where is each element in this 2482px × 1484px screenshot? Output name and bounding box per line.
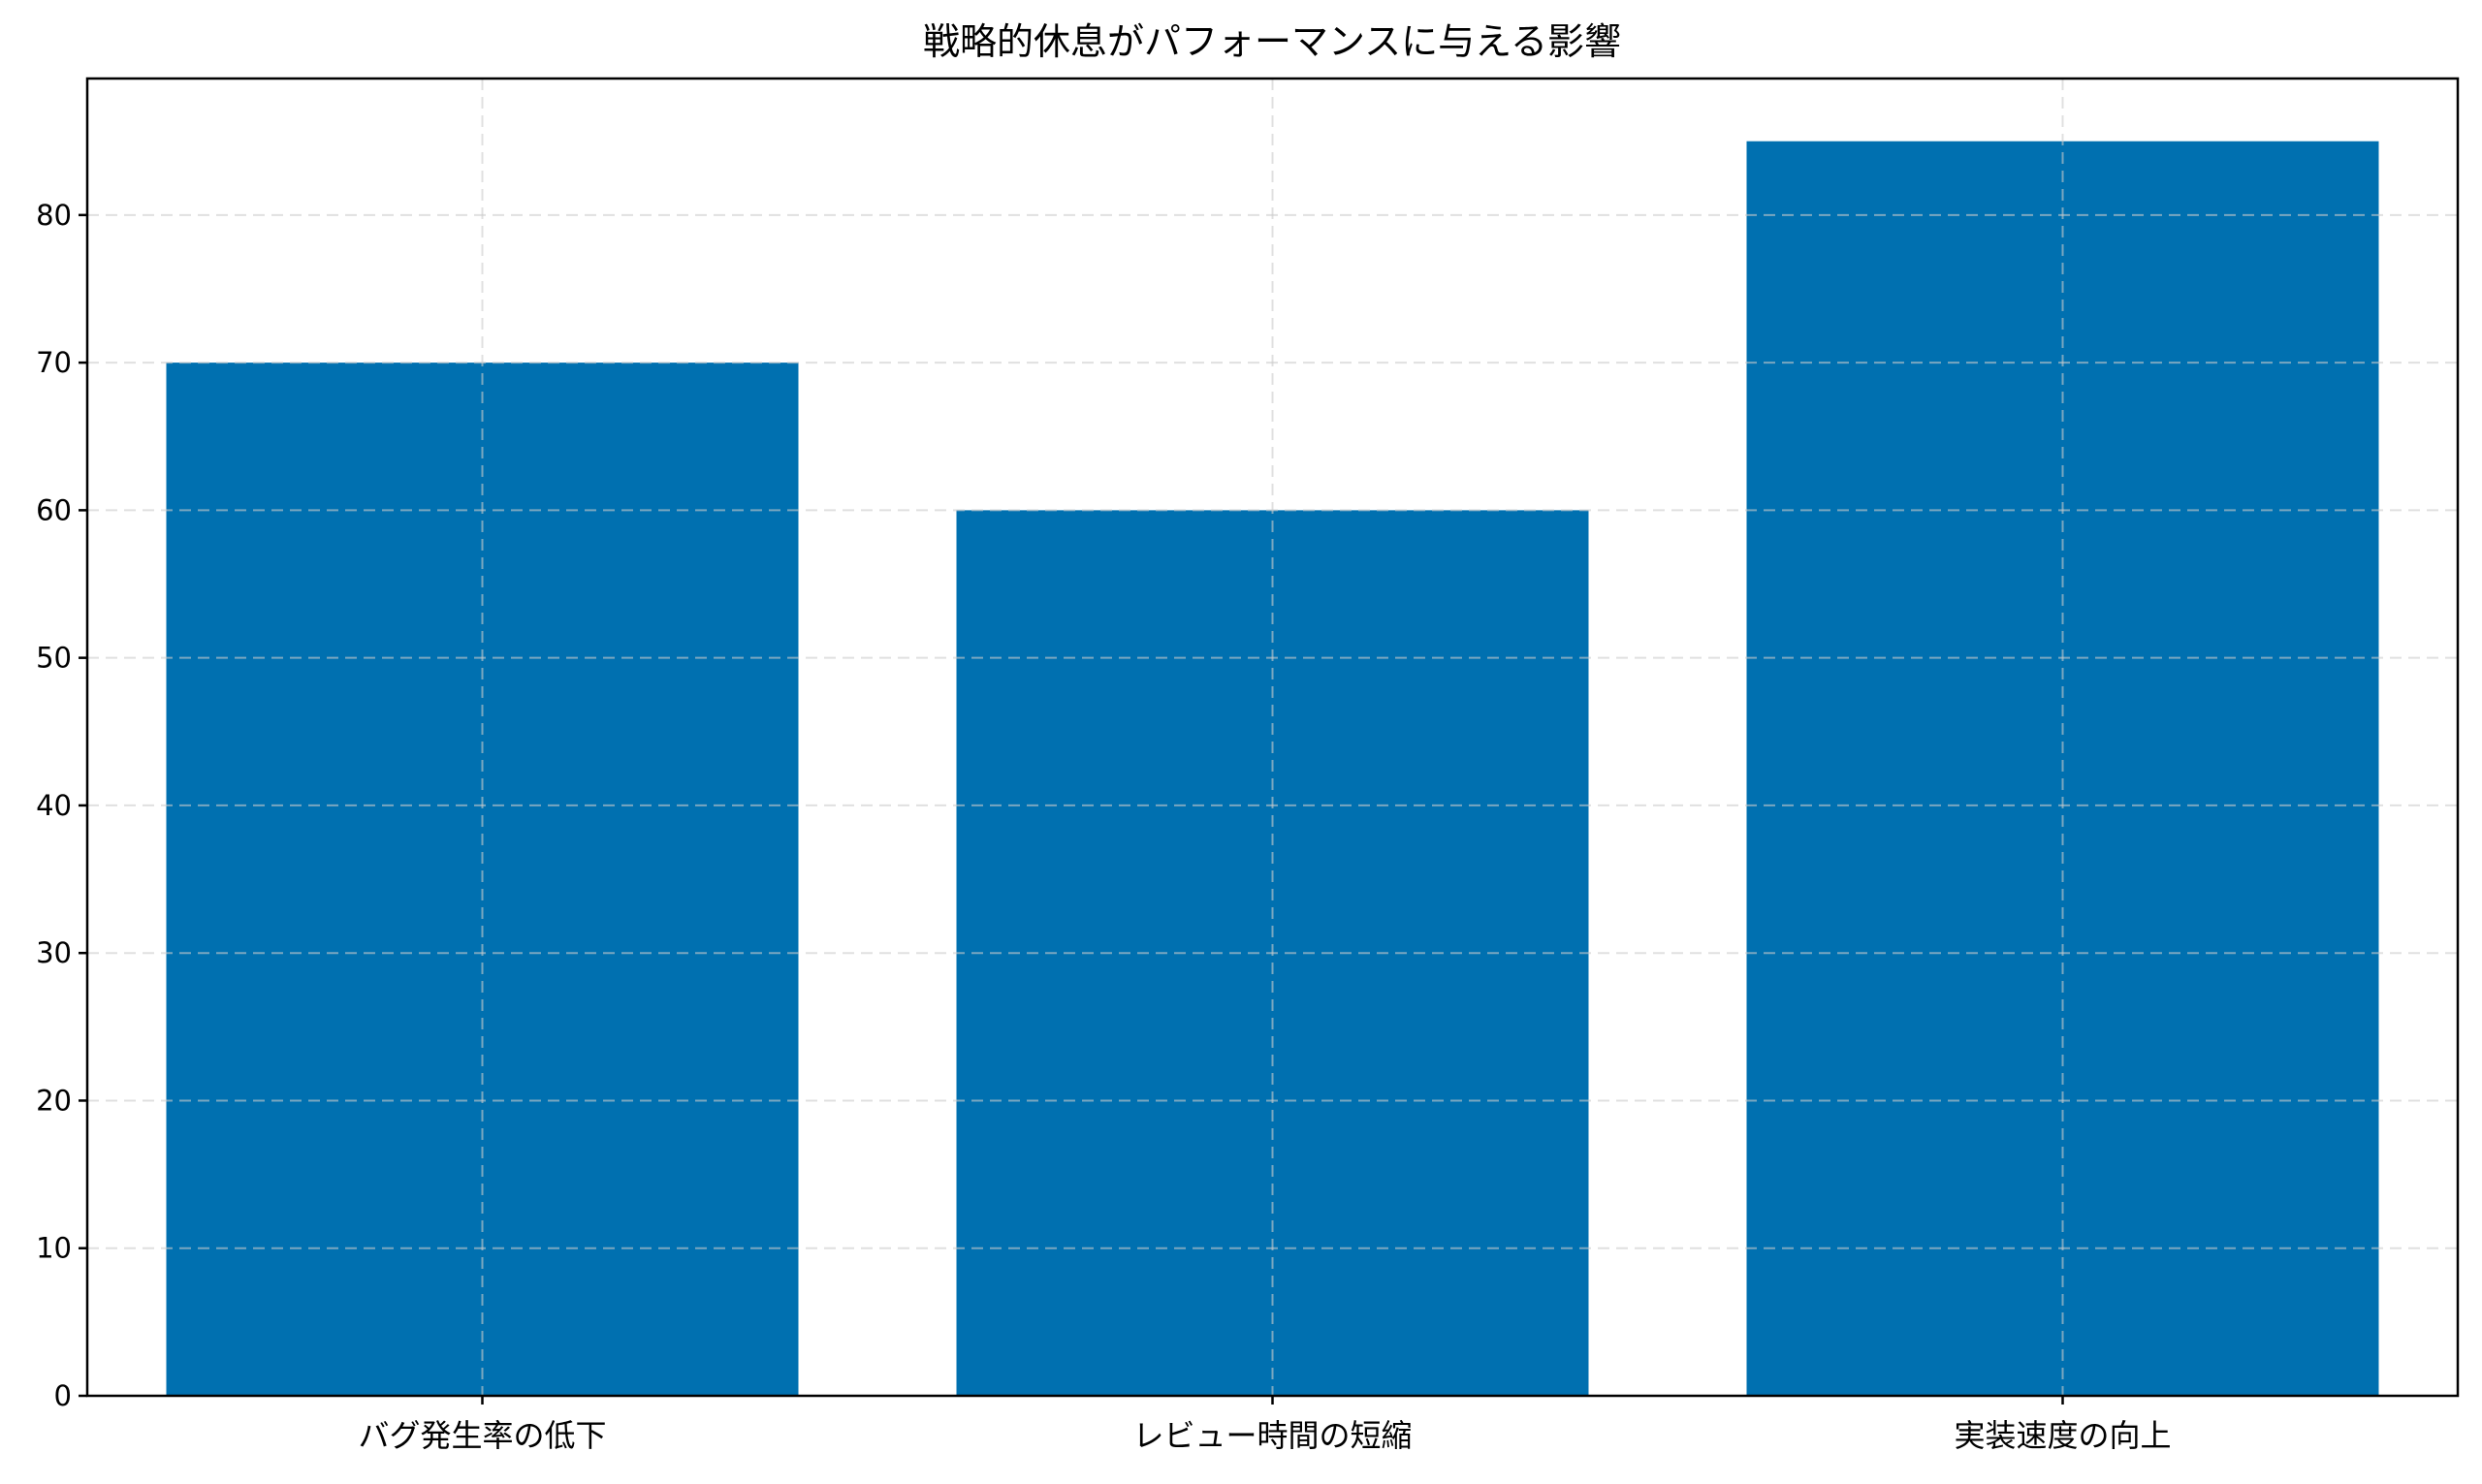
x-tick-label-0: バグ発生率の低下 — [358, 1417, 606, 1454]
y-tick-label-20: 20 — [36, 1084, 72, 1117]
y-tick-label-50: 50 — [36, 642, 72, 675]
x-tick-label-2: 実装速度の向上 — [1954, 1417, 2171, 1454]
x-tick-label-1: レビュー時間の短縮 — [1132, 1417, 1412, 1454]
y-axis-ticks: 0 10 20 30 40 50 60 70 80 — [36, 199, 87, 1412]
y-tick-label-80: 80 — [36, 199, 72, 232]
y-tick-label-60: 60 — [36, 493, 72, 526]
chart-title: 戦略的休息がパフォーマンスに与える影響 — [923, 20, 1621, 63]
grid-lines — [87, 79, 2458, 1396]
y-tick-label-70: 70 — [36, 346, 72, 379]
y-tick-label-10: 10 — [36, 1232, 72, 1265]
y-tick-label-30: 30 — [36, 936, 72, 969]
y-tick-label-0: 0 — [54, 1379, 72, 1412]
y-tick-label-40: 40 — [36, 789, 72, 822]
x-axis-ticks: バグ発生率の低下 レビュー時間の短縮 実装速度の向上 — [358, 1396, 2172, 1454]
